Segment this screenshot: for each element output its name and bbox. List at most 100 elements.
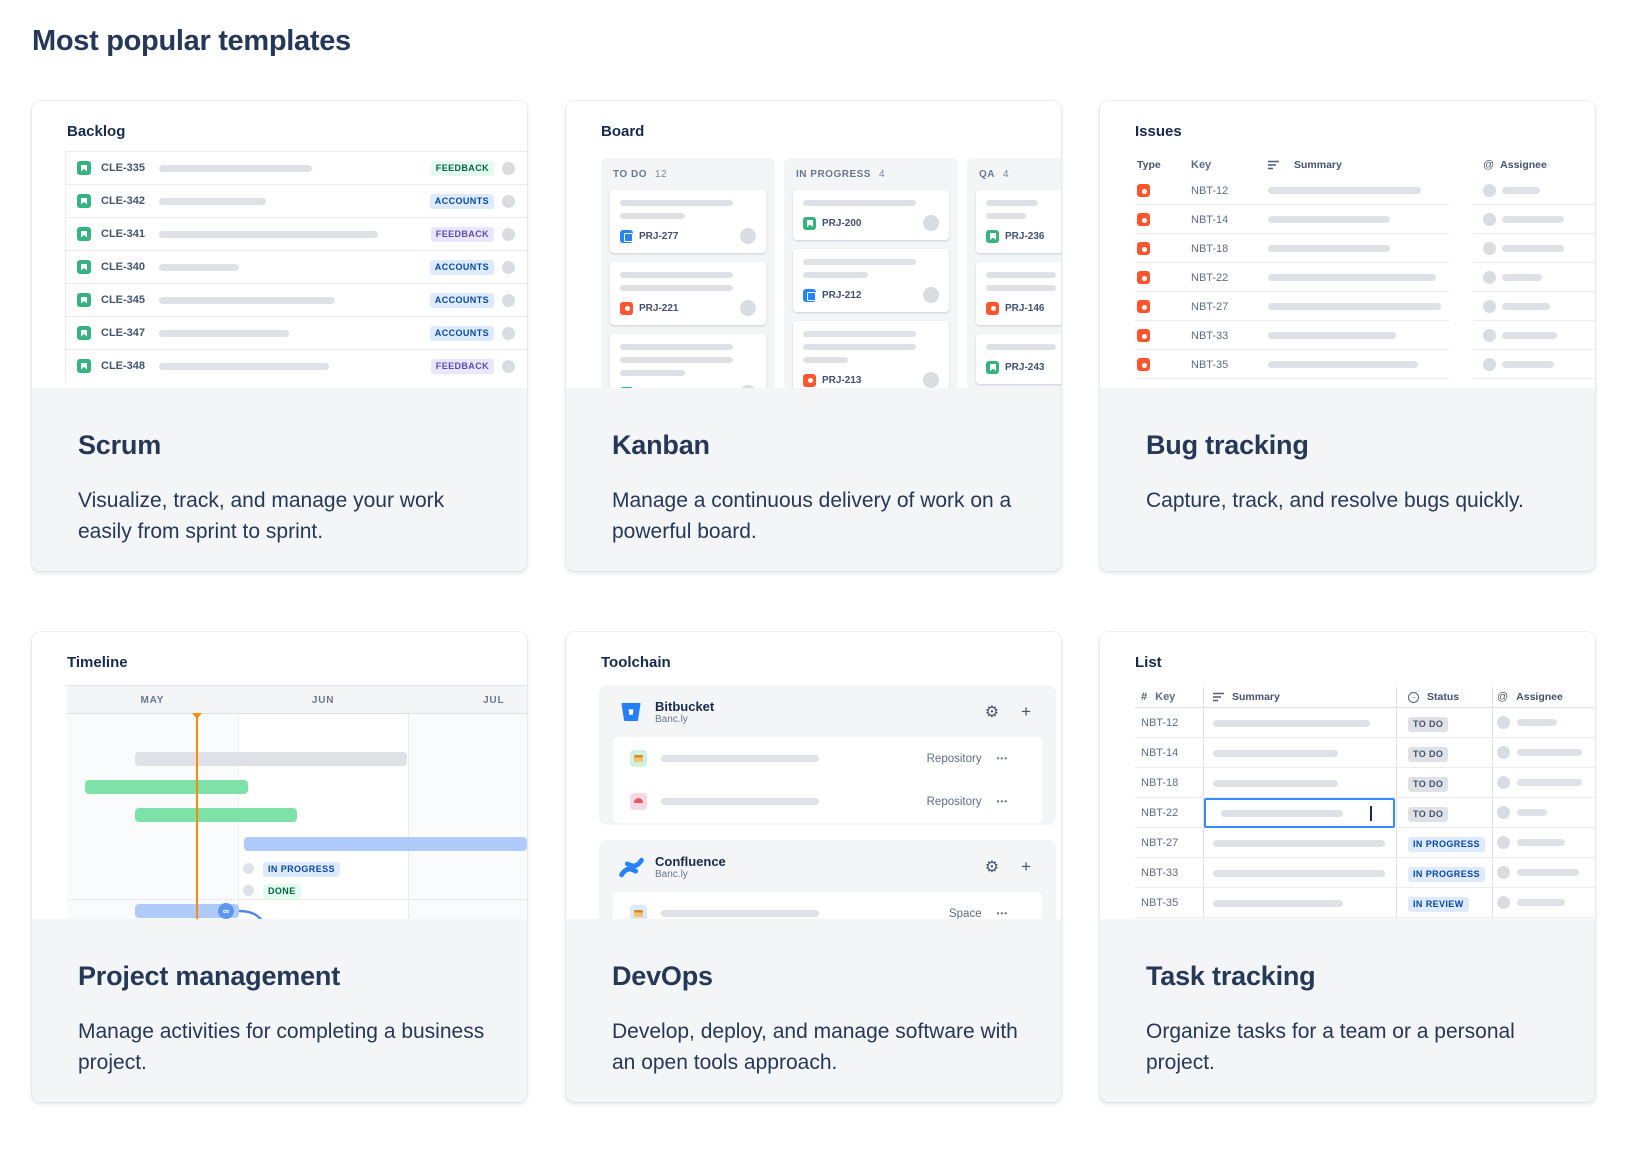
- item-type-label: Repository: [926, 752, 982, 765]
- template-title: Bug tracking: [1146, 430, 1309, 460]
- summary-skeleton: [159, 230, 378, 238]
- template-title: Task tracking: [1146, 961, 1316, 991]
- issue-key: CLE-340: [101, 261, 146, 273]
- avatar: [1497, 806, 1510, 819]
- tool-item-row: Repository •••: [613, 780, 1042, 823]
- page-title: Most popular templates: [32, 25, 351, 57]
- issue-key: NBT-12: [1191, 184, 1229, 197]
- bug-icon: [986, 301, 999, 315]
- board-column-inprogress: IN PROGRESS 4 PRJ-200 PRJ-212 PRJ-213: [784, 158, 958, 388]
- tool-item-row: Space •••: [613, 892, 1042, 919]
- issue-key: PRJ-236: [1005, 230, 1045, 242]
- issue-key: NBT-35: [1191, 358, 1229, 371]
- issue-row: NBT-18: [1135, 234, 1595, 263]
- column-header: IN PROGRESS 4: [796, 169, 886, 180]
- more-icon[interactable]: •••: [996, 754, 1008, 763]
- label-badge: FEEDBACK: [430, 358, 494, 374]
- gantt-bar: [85, 780, 248, 794]
- issue-row: NBT-35: [1135, 350, 1595, 379]
- timeline-preview: Timeline MAY JUN JUL: [32, 632, 527, 919]
- preview-title: Timeline: [67, 654, 128, 671]
- issue-key: PRJ-243: [1005, 361, 1045, 373]
- gear-icon[interactable]: ⚙: [984, 859, 1000, 876]
- card-caption: Kanban Manage a continuous delivery of w…: [566, 388, 1061, 571]
- template-card-task-tracking[interactable]: List # Key Summary → Status @ Assignee NBT-…: [1100, 632, 1595, 1102]
- timeline-month-header: MAY JUN JUL: [67, 685, 527, 714]
- text-cursor: [1370, 805, 1372, 821]
- plus-icon[interactable]: +: [1021, 702, 1031, 721]
- plus-icon[interactable]: +: [1021, 857, 1031, 876]
- preview-title: Backlog: [67, 123, 126, 140]
- bitbucket-logo-icon: [619, 700, 643, 724]
- avatar: [243, 885, 254, 896]
- backlog-row: CLE-347 ACCOUNTS: [66, 316, 527, 349]
- bug-icon: [1137, 213, 1150, 226]
- avatar: [1497, 776, 1510, 789]
- scrum-preview: Backlog CLE-335 FEEDBACK CLE-342 ACCOUNT…: [32, 101, 527, 388]
- gantt-bar: [135, 808, 297, 822]
- list-row: NBT-22 TO DO: [1135, 798, 1595, 828]
- avatar: [1497, 746, 1510, 759]
- template-description: Manage activities for completing a busin…: [78, 1020, 485, 1074]
- template-card-scrum[interactable]: Backlog CLE-335 FEEDBACK CLE-342 ACCOUNT…: [32, 101, 527, 571]
- issues-table: Type Key Summary @ Assignee NBT-12 NBT-14: [1135, 154, 1595, 379]
- bug-icon: [1137, 184, 1150, 197]
- avatar: [1483, 184, 1496, 197]
- list-row: NBT-18 TO DO: [1135, 768, 1595, 798]
- summary-edit-cell[interactable]: [1204, 798, 1395, 828]
- card-caption: Task tracking Organize tasks for a team …: [1100, 919, 1595, 1102]
- template-card-project-management[interactable]: Timeline MAY JUN JUL: [32, 632, 527, 1102]
- template-card-devops[interactable]: Toolchain Bitbucket Banc.ly ⚙ +: [566, 632, 1061, 1102]
- card-caption: Scrum Visualize, track, and manage your …: [32, 388, 527, 571]
- column-header: TO DO 12: [613, 169, 668, 180]
- avatar: [740, 385, 756, 388]
- beach-emoji-icon: [630, 793, 647, 810]
- board-card: PRJ-290: [610, 334, 766, 388]
- preview-title: List: [1135, 654, 1162, 671]
- avatar: [502, 194, 515, 208]
- bug-icon: [1137, 300, 1150, 313]
- issue-key: CLE-348: [101, 360, 146, 372]
- summary-skeleton: [159, 296, 335, 304]
- status-badge: TO DO: [1408, 776, 1449, 792]
- template-title: Kanban: [612, 430, 710, 460]
- story-icon: [77, 293, 91, 307]
- avatar: [1497, 716, 1510, 729]
- card-caption: Project management Manage activities for…: [32, 919, 527, 1102]
- assignee-column-header: Assignee: [1500, 159, 1547, 171]
- story-icon: [77, 260, 91, 274]
- issue-key: PRJ-213: [822, 374, 862, 386]
- gantt-bar: [244, 837, 527, 851]
- task-icon: [803, 288, 816, 302]
- story-icon: [620, 386, 633, 388]
- card-emoji-icon: [630, 905, 647, 919]
- issue-key: NBT-18: [1191, 242, 1229, 255]
- backlog-row: CLE-342 ACCOUNTS: [66, 184, 527, 217]
- more-icon[interactable]: •••: [996, 797, 1008, 806]
- story-icon: [803, 216, 816, 230]
- template-card-bug-tracking[interactable]: Issues Type Key Summary @ Assignee NBT-12…: [1100, 101, 1595, 571]
- month-label: MAY: [140, 695, 165, 706]
- avatar: [923, 372, 939, 388]
- card-emoji-icon: [630, 750, 647, 767]
- bug-icon: [1137, 329, 1150, 342]
- summary-column-header: Summary: [1232, 691, 1280, 703]
- backlog-row: CLE-340 ACCOUNTS: [66, 250, 527, 283]
- more-icon[interactable]: •••: [996, 909, 1008, 918]
- list-row: NBT-14 TO DO: [1135, 738, 1595, 768]
- issue-key: PRJ-200: [822, 217, 862, 229]
- issue-key: NBT-12: [1141, 716, 1179, 729]
- backlog-row: CLE-345 ACCOUNTS: [66, 283, 527, 316]
- tool-org: Banc.ly: [655, 714, 688, 725]
- avatar: [502, 227, 515, 241]
- story-icon: [77, 227, 91, 241]
- issue-row: NBT-33: [1135, 321, 1595, 350]
- status-badge: TO DO: [1408, 716, 1449, 732]
- link-icon: ∞: [218, 903, 234, 919]
- avatar: [502, 326, 515, 340]
- type-column-header: Type: [1137, 159, 1161, 171]
- gear-icon[interactable]: ⚙: [984, 704, 1000, 721]
- list-row: NBT-33 IN PROGRESS: [1135, 858, 1595, 888]
